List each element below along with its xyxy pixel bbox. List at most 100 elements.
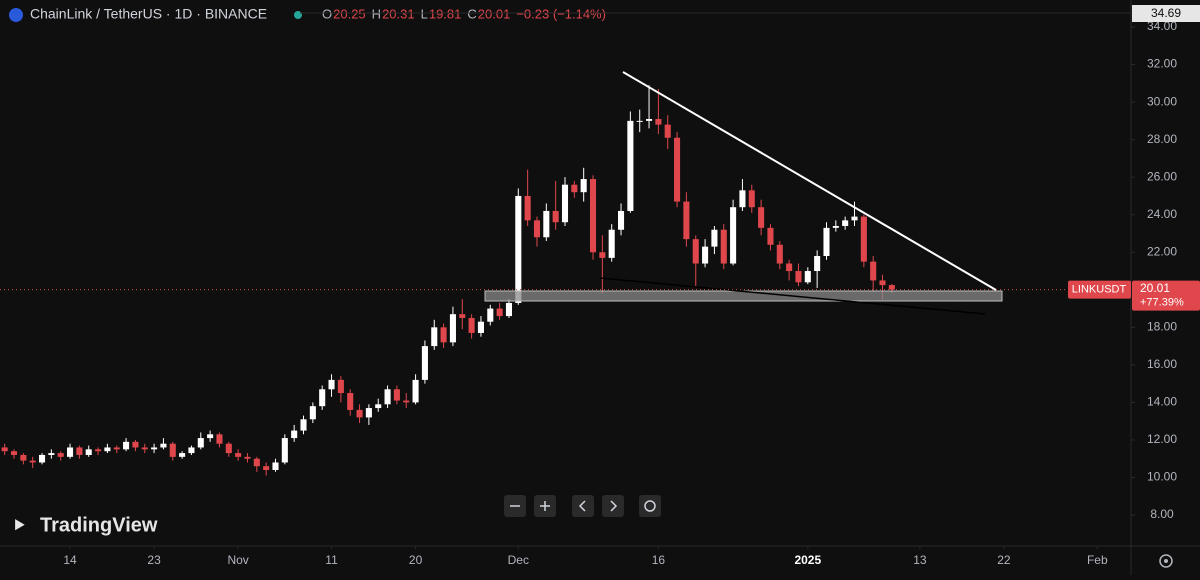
x-tick-label: 14 bbox=[63, 553, 77, 567]
candle bbox=[580, 167, 587, 202]
candle bbox=[319, 385, 326, 410]
candle-body bbox=[786, 263, 793, 272]
scroll-left-button[interactable] bbox=[572, 495, 594, 517]
candle bbox=[440, 323, 447, 348]
lower-line bbox=[599, 277, 986, 315]
candle bbox=[263, 462, 270, 476]
candle bbox=[860, 214, 867, 268]
candle-body bbox=[207, 434, 214, 439]
reset-button[interactable] bbox=[639, 495, 661, 517]
candle bbox=[655, 88, 662, 135]
candle-body bbox=[421, 346, 428, 380]
candle-body bbox=[767, 227, 774, 245]
candle bbox=[375, 398, 382, 412]
candle bbox=[48, 449, 55, 459]
y-tick-label: 14.00 bbox=[1147, 395, 1177, 409]
candle-body bbox=[104, 447, 111, 452]
candle bbox=[421, 340, 428, 384]
candle bbox=[10, 449, 18, 459]
candle-body bbox=[748, 190, 755, 208]
market-status bbox=[294, 11, 302, 19]
candle bbox=[113, 445, 120, 454]
candle bbox=[365, 404, 372, 425]
candle-body bbox=[674, 137, 681, 202]
candle bbox=[337, 376, 344, 403]
candle bbox=[524, 169, 531, 226]
candle-body bbox=[375, 404, 382, 409]
candle bbox=[356, 404, 363, 424]
candle bbox=[702, 239, 709, 268]
settings-button[interactable] bbox=[1159, 554, 1173, 568]
candle-body bbox=[683, 201, 690, 240]
candle-body bbox=[711, 229, 718, 247]
candle bbox=[67, 443, 74, 459]
candle-body bbox=[888, 285, 895, 290]
candle-body bbox=[225, 443, 232, 454]
high-marker-label: 34.69 bbox=[1151, 6, 1181, 20]
y-tick-label: 26.00 bbox=[1147, 169, 1177, 183]
zoom-out-button[interactable] bbox=[504, 495, 526, 517]
candle bbox=[851, 201, 858, 226]
candle-body bbox=[571, 184, 578, 193]
candle-body bbox=[776, 244, 783, 264]
y-tick-label: 34.00 bbox=[1147, 19, 1177, 33]
ohlc-value: 20.25 bbox=[333, 6, 366, 21]
zoom-in-button[interactable] bbox=[534, 495, 556, 517]
candle-body bbox=[636, 120, 643, 122]
candle-body bbox=[85, 449, 92, 455]
candle-body bbox=[160, 443, 167, 448]
candle bbox=[468, 314, 475, 339]
candle-body bbox=[169, 443, 176, 457]
candle bbox=[169, 441, 176, 461]
candle bbox=[431, 319, 438, 350]
candle bbox=[412, 374, 419, 405]
candle-body bbox=[188, 447, 195, 454]
scroll-right-button[interactable] bbox=[602, 495, 624, 517]
candle-body bbox=[795, 271, 802, 283]
candle bbox=[730, 199, 737, 266]
candle bbox=[216, 432, 223, 448]
candle bbox=[870, 256, 877, 292]
candle bbox=[197, 432, 204, 450]
y-tick-label: 12.00 bbox=[1147, 432, 1177, 446]
candle-body bbox=[860, 216, 867, 262]
candle bbox=[38, 453, 46, 465]
candle-body bbox=[38, 454, 46, 463]
candle bbox=[646, 85, 653, 129]
y-tick-label: 18.00 bbox=[1147, 320, 1177, 334]
candle bbox=[244, 453, 251, 463]
candle bbox=[132, 439, 139, 452]
y-tick-label: 30.00 bbox=[1147, 94, 1177, 108]
candle bbox=[384, 385, 391, 409]
watermark: TradingView bbox=[40, 514, 158, 536]
candle bbox=[188, 445, 195, 455]
candle bbox=[104, 443, 111, 454]
candle-body bbox=[627, 120, 634, 211]
candle-body bbox=[95, 449, 102, 452]
candle bbox=[571, 180, 578, 198]
candle-body bbox=[533, 220, 541, 238]
y-tick-label: 10.00 bbox=[1147, 470, 1177, 484]
candle bbox=[57, 451, 64, 461]
candle-body bbox=[646, 118, 653, 121]
candle bbox=[608, 224, 615, 262]
candle-body bbox=[730, 207, 737, 264]
candle bbox=[804, 267, 811, 285]
candle bbox=[300, 415, 307, 435]
candle-body bbox=[328, 379, 335, 390]
candle-body bbox=[440, 327, 447, 343]
candle bbox=[403, 393, 410, 409]
candle bbox=[123, 438, 130, 452]
candle-body bbox=[132, 441, 139, 448]
candle-body bbox=[720, 229, 727, 264]
candle-body bbox=[842, 220, 849, 226]
candle bbox=[758, 199, 765, 236]
x-tick-label: 23 bbox=[147, 553, 161, 567]
candle-body bbox=[870, 261, 877, 281]
candle bbox=[459, 299, 466, 330]
candle-body bbox=[403, 400, 410, 403]
candle bbox=[720, 224, 727, 270]
candle-body bbox=[356, 409, 363, 418]
candle bbox=[561, 177, 569, 226]
